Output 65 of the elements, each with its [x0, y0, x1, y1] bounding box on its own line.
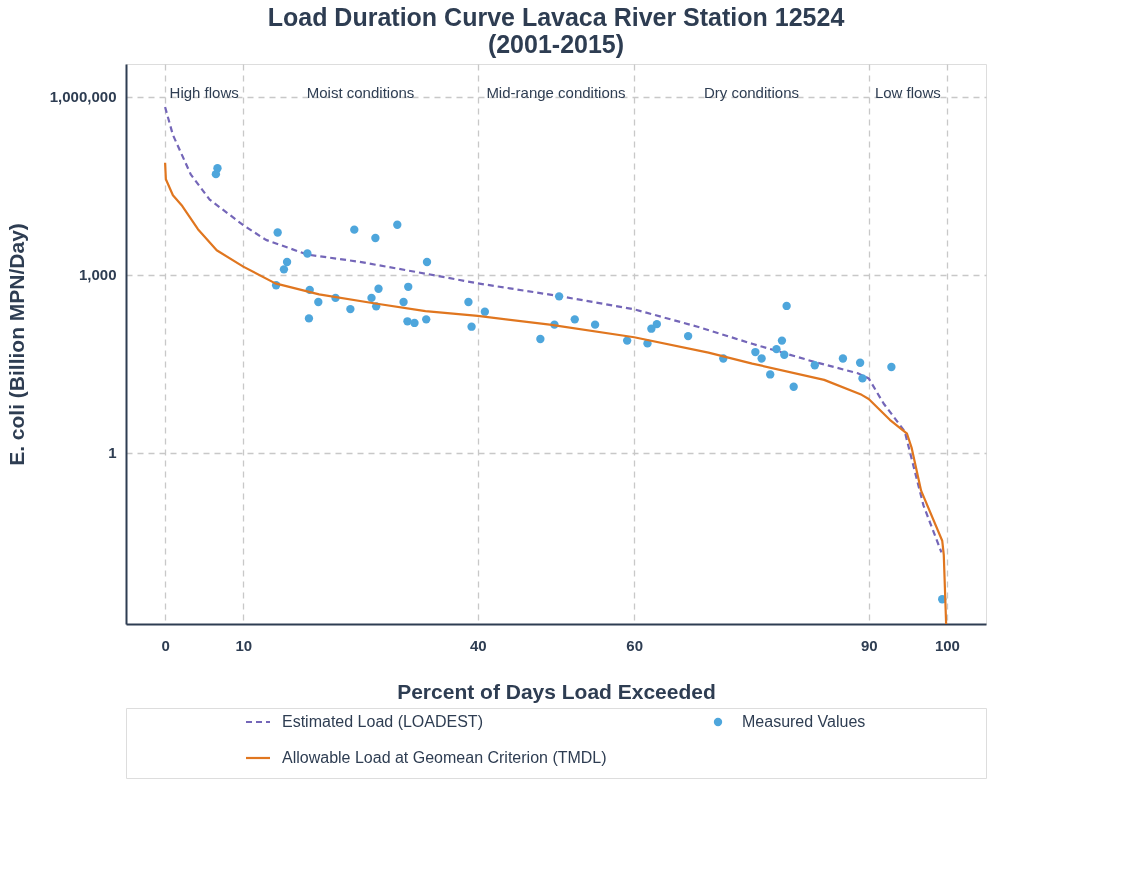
point	[403, 317, 412, 326]
x-tick-label: 40	[469, 636, 487, 654]
y-tick-label: 1,000	[78, 266, 117, 284]
line-series	[163, 161, 948, 624]
point	[838, 354, 848, 363]
point	[751, 347, 760, 357]
point	[374, 284, 383, 293]
point	[780, 350, 789, 359]
point	[404, 282, 413, 291]
point	[887, 362, 896, 372]
point	[422, 315, 431, 324]
annotation: Moist conditions	[306, 84, 415, 101]
y-tick-label: 1	[108, 444, 117, 462]
x-tick-label: 10	[235, 636, 253, 654]
point	[410, 318, 419, 328]
point	[810, 361, 819, 370]
point	[777, 336, 787, 345]
x-tick-label: 60	[626, 636, 644, 654]
point	[467, 322, 476, 331]
point	[314, 297, 323, 307]
y-axis-title: E. coli (Billion MPN/Day)	[4, 223, 28, 466]
point	[570, 315, 579, 324]
point	[350, 225, 359, 234]
point	[757, 354, 766, 363]
x-tick-label: 0	[161, 636, 170, 654]
point	[213, 164, 222, 173]
point	[772, 344, 781, 354]
point	[371, 233, 380, 243]
point	[399, 297, 408, 307]
point	[273, 228, 282, 237]
point	[303, 249, 312, 258]
point	[855, 358, 865, 367]
point	[282, 257, 292, 267]
point	[622, 336, 632, 345]
line-series	[163, 105, 943, 554]
point	[858, 374, 867, 383]
point	[464, 297, 473, 307]
point	[554, 292, 564, 301]
point	[422, 257, 432, 267]
x-axis-title: Percent of Days Load Exceeded	[397, 679, 716, 703]
point	[647, 324, 656, 333]
point	[782, 301, 791, 311]
point	[590, 320, 600, 329]
chart-title: Load Duration Curve Lavaca River Station 12524 (2001-2015)	[267, 3, 845, 58]
legend-label: Estimated Load (LOADEST)	[282, 713, 483, 730]
point	[536, 334, 545, 344]
point	[480, 307, 490, 316]
annotation: Dry conditions	[703, 84, 799, 101]
point	[683, 331, 693, 341]
annotation: High flows	[169, 84, 239, 101]
annotation: Mid-range conditions	[486, 84, 626, 101]
point	[789, 382, 798, 391]
point	[367, 293, 376, 303]
y-tick-label: 1,000,000	[49, 88, 117, 106]
point	[652, 319, 662, 329]
point	[346, 304, 355, 314]
point	[279, 265, 289, 274]
x-tick-label: 90	[860, 636, 878, 654]
legend-label: Allowable Load at Geomean Criterion (TMDL)	[282, 749, 607, 766]
point	[304, 314, 314, 323]
point	[393, 220, 402, 229]
point	[766, 370, 775, 379]
annotation: Low flows	[874, 84, 941, 101]
x-tick-label: 100	[934, 636, 960, 654]
legend-label: Measured Values	[742, 713, 866, 730]
